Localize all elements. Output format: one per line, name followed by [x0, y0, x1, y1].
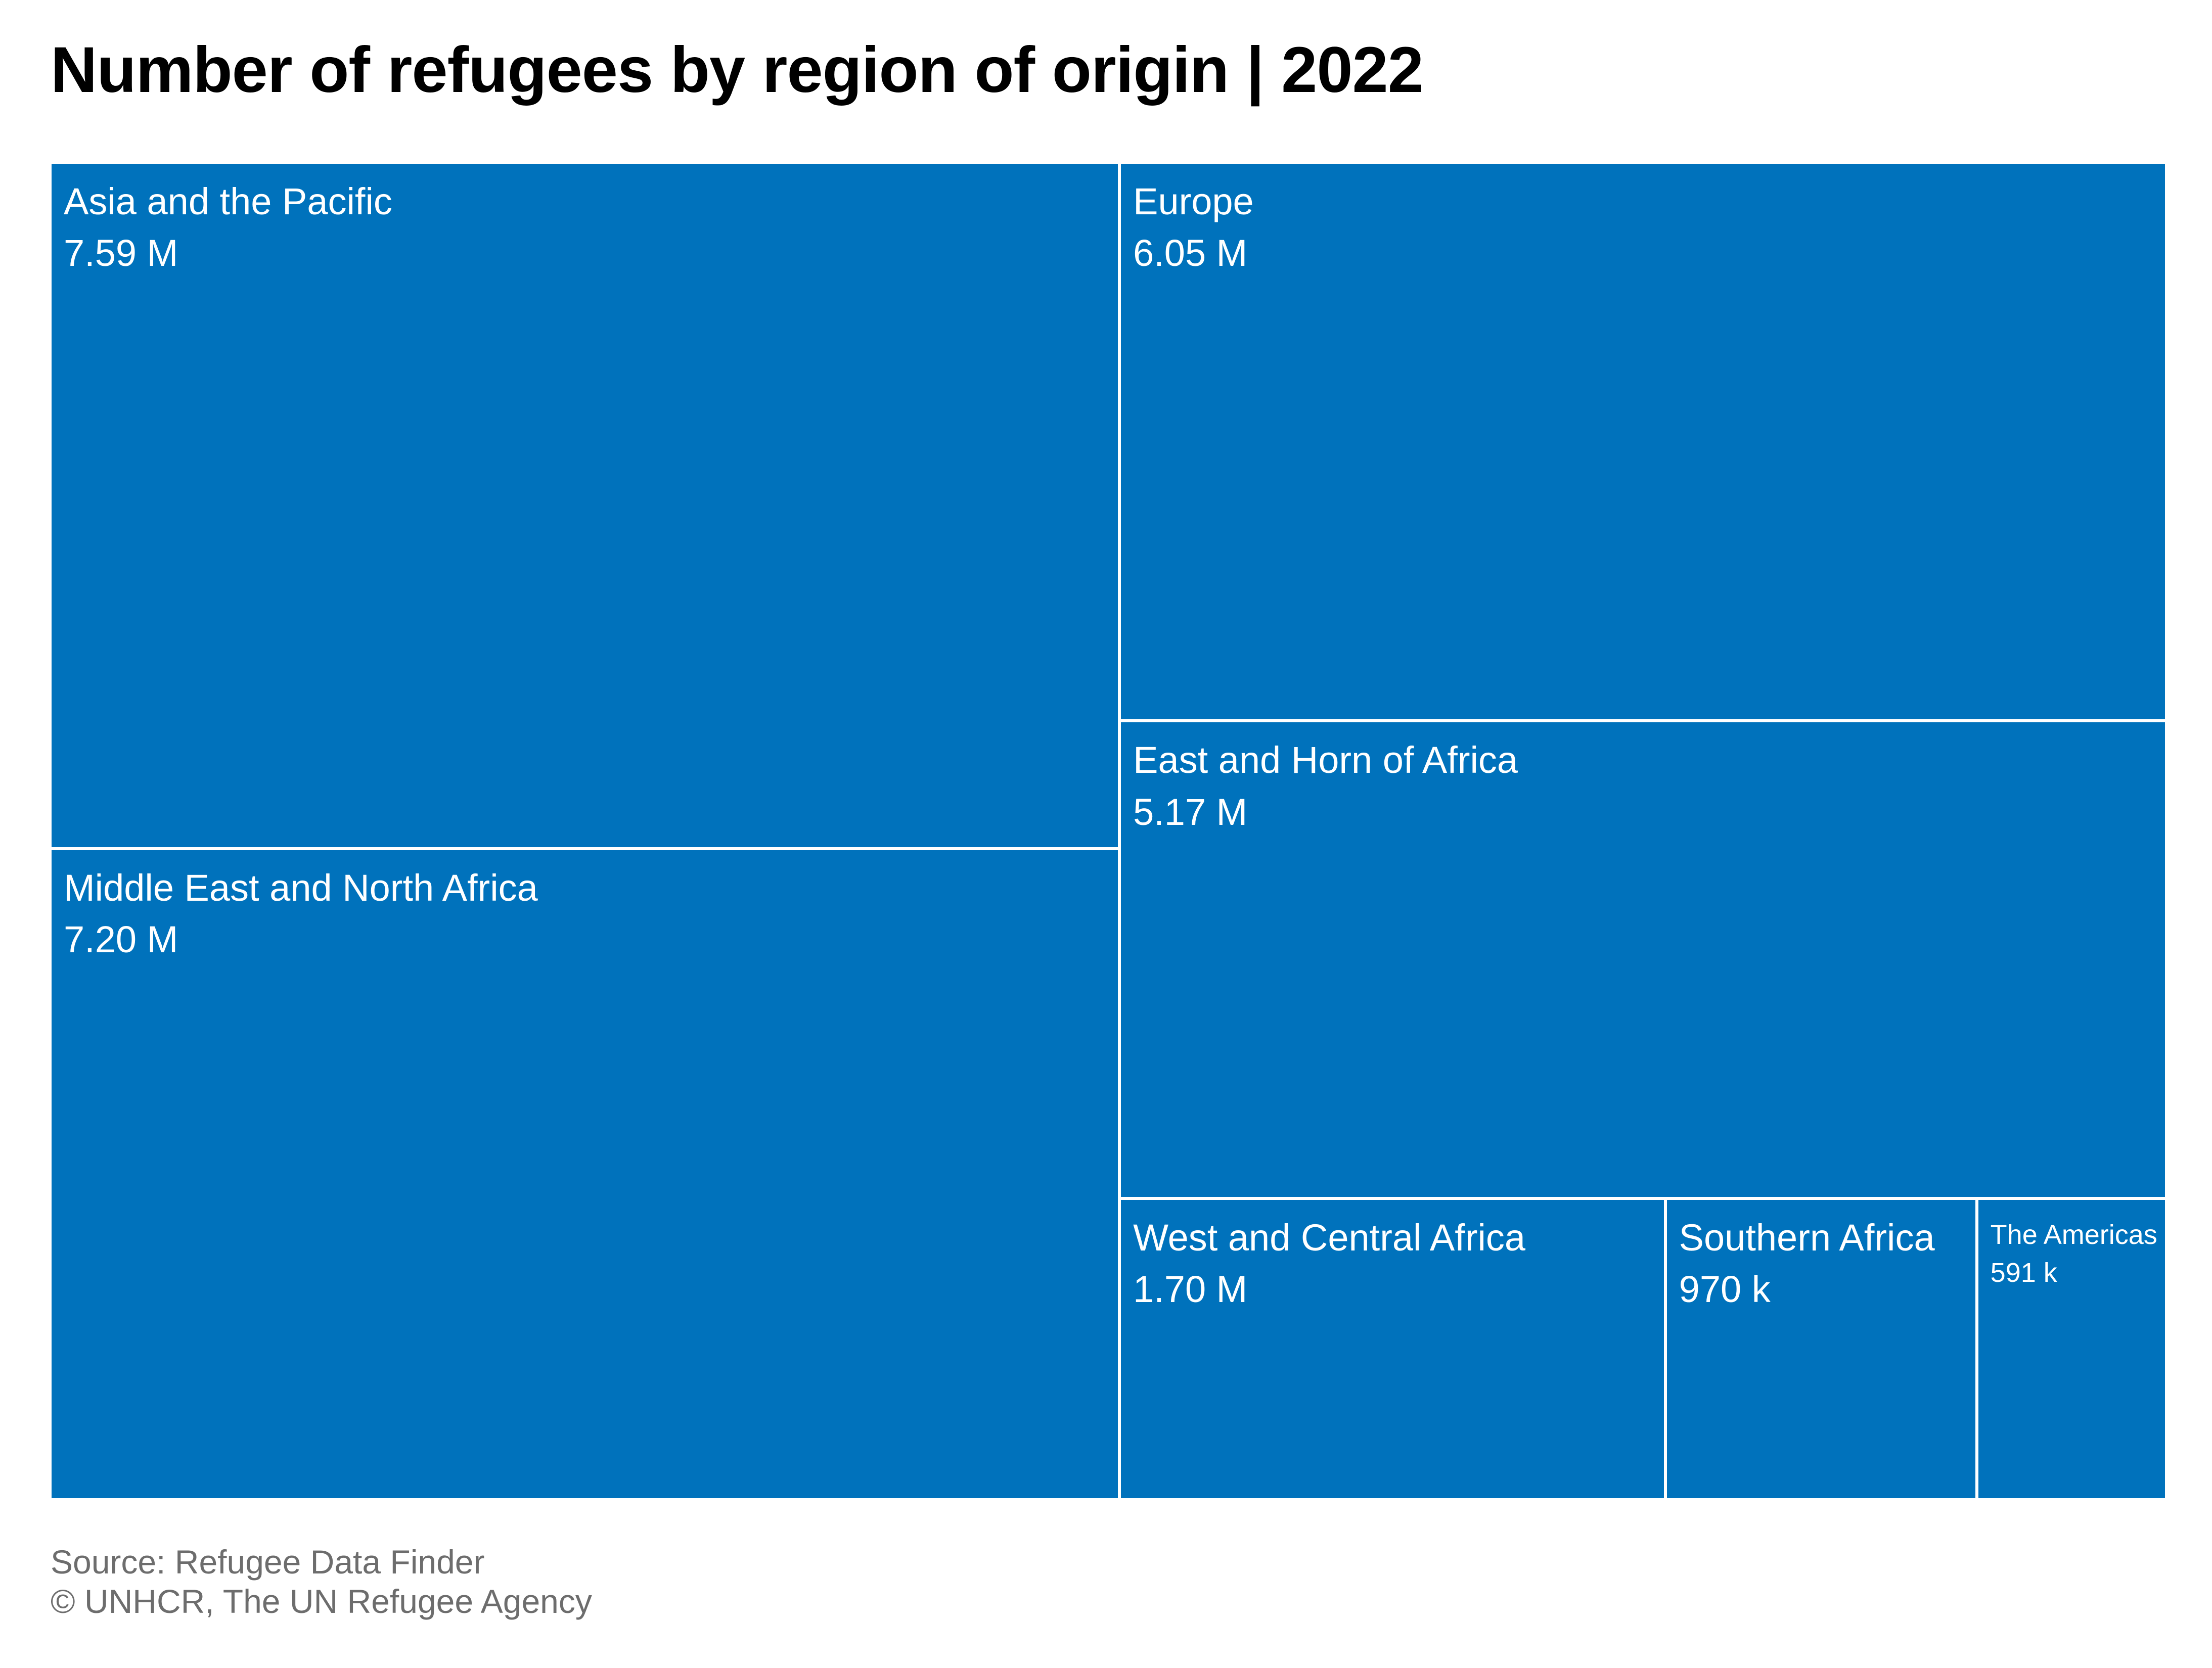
chart-title: Number of refugees by region of origin |… [51, 34, 1424, 106]
tile-europe[interactable]: Europe 6.05 M [1119, 162, 2166, 721]
tile-name: East and Horn of Africa [1133, 739, 1518, 781]
tile-value: 5.17 M [1133, 791, 1248, 833]
chart-footer: Source: Refugee Data Finder © UNHCR, The… [51, 1543, 592, 1621]
tile-west-central-africa[interactable]: West and Central Africa 1.70 M [1119, 1198, 1665, 1500]
tile-value: 591 k [1990, 1257, 2057, 1288]
tile-value: 1.70 M [1133, 1268, 1248, 1311]
tile-value: 6.05 M [1133, 232, 1248, 274]
tile-asia-pacific[interactable]: Asia and the Pacific 7.59 M [50, 162, 1120, 849]
credit-note: © UNHCR, The UN Refugee Agency [51, 1582, 592, 1620]
tile-name: Europe [1133, 180, 1254, 222]
treemap: Asia and the Pacific 7.59 M Middle East … [50, 162, 2166, 1500]
tile-east-horn-africa[interactable]: East and Horn of Africa 5.17 M [1119, 721, 2166, 1199]
tile-name: Middle East and North Africa [64, 866, 538, 909]
tile-name: Asia and the Pacific [64, 180, 392, 222]
source-note: Source: Refugee Data Finder [51, 1543, 485, 1581]
tile-name: Southern Africa [1679, 1217, 1935, 1259]
tile-name: West and Central Africa [1133, 1217, 1526, 1259]
tile-value: 970 k [1679, 1268, 1771, 1311]
tile-middle-east-north-africa[interactable]: Middle East and North Africa 7.20 M [50, 848, 1120, 1500]
tile-value: 7.20 M [64, 918, 178, 960]
tile-the-americas[interactable]: The Americas 591 k [1976, 1198, 2166, 1500]
tile-southern-africa[interactable]: Southern Africa 970 k [1665, 1198, 1977, 1500]
tile-value: 7.59 M [64, 232, 178, 274]
tile-name: The Americas [1990, 1220, 2157, 1250]
